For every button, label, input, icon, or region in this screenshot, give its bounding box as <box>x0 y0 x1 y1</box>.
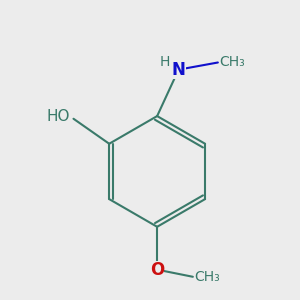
Text: HO: HO <box>46 110 70 124</box>
Text: O: O <box>150 261 164 279</box>
Text: CH₃: CH₃ <box>195 270 220 284</box>
Text: N: N <box>172 61 185 79</box>
Text: CH₃: CH₃ <box>220 56 245 70</box>
Text: H: H <box>160 55 170 69</box>
